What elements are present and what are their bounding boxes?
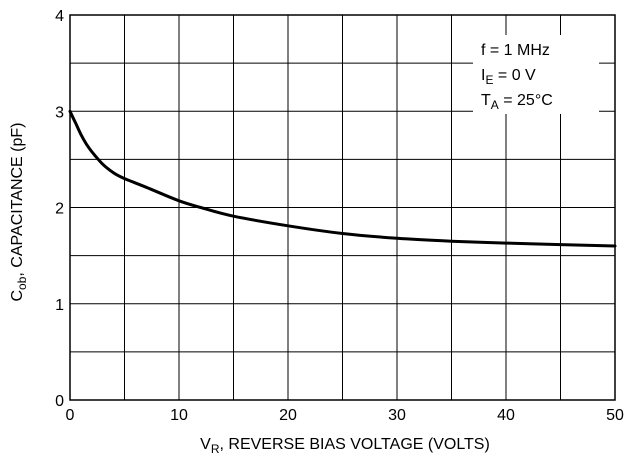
x-label-main: V — [200, 436, 211, 453]
x-tick-label: 0 — [66, 407, 75, 424]
x-label-sub: R — [211, 442, 220, 456]
annotation-background — [473, 35, 599, 114]
y-label-main: C — [9, 290, 26, 302]
annotation-line: IE = 0 V — [481, 67, 536, 87]
x-tick-label: 50 — [606, 407, 624, 424]
annotation-line: TA = 25°C — [481, 92, 553, 112]
y-tick-label: 4 — [55, 8, 64, 25]
y-tick-label: 2 — [55, 201, 64, 218]
x-axis-label: VR, REVERSE BIAS VOLTAGE (VOLTS) — [200, 436, 490, 456]
grid — [70, 15, 615, 400]
y-tick-label: 0 — [55, 393, 64, 410]
conditions-annotation: f = 1 MHz IE = 0 V TA = 25°C — [473, 35, 599, 114]
series-line — [68, 109, 617, 248]
y-tick-label: 1 — [55, 297, 64, 314]
annotation-line: f = 1 MHz — [481, 42, 550, 59]
y-axis-label: Cob, CAPACITANCE (pF) — [9, 122, 29, 301]
y-tick-label: 3 — [55, 104, 64, 121]
x-label-rest: , REVERSE BIAS VOLTAGE (VOLTS) — [220, 436, 490, 453]
y-label-rest: , CAPACITANCE (pF) — [9, 122, 26, 276]
x-tick-label: 10 — [170, 407, 188, 424]
plot-border — [69, 14, 616, 401]
y-axis-ticks: 0 1 2 3 4 — [55, 8, 64, 410]
x-axis-ticks: 0 10 20 30 40 50 — [66, 407, 624, 424]
x-tick-label: 40 — [497, 407, 515, 424]
x-tick-label: 20 — [279, 407, 297, 424]
x-tick-label: 30 — [388, 407, 406, 424]
y-label-sub: ob — [15, 276, 29, 290]
